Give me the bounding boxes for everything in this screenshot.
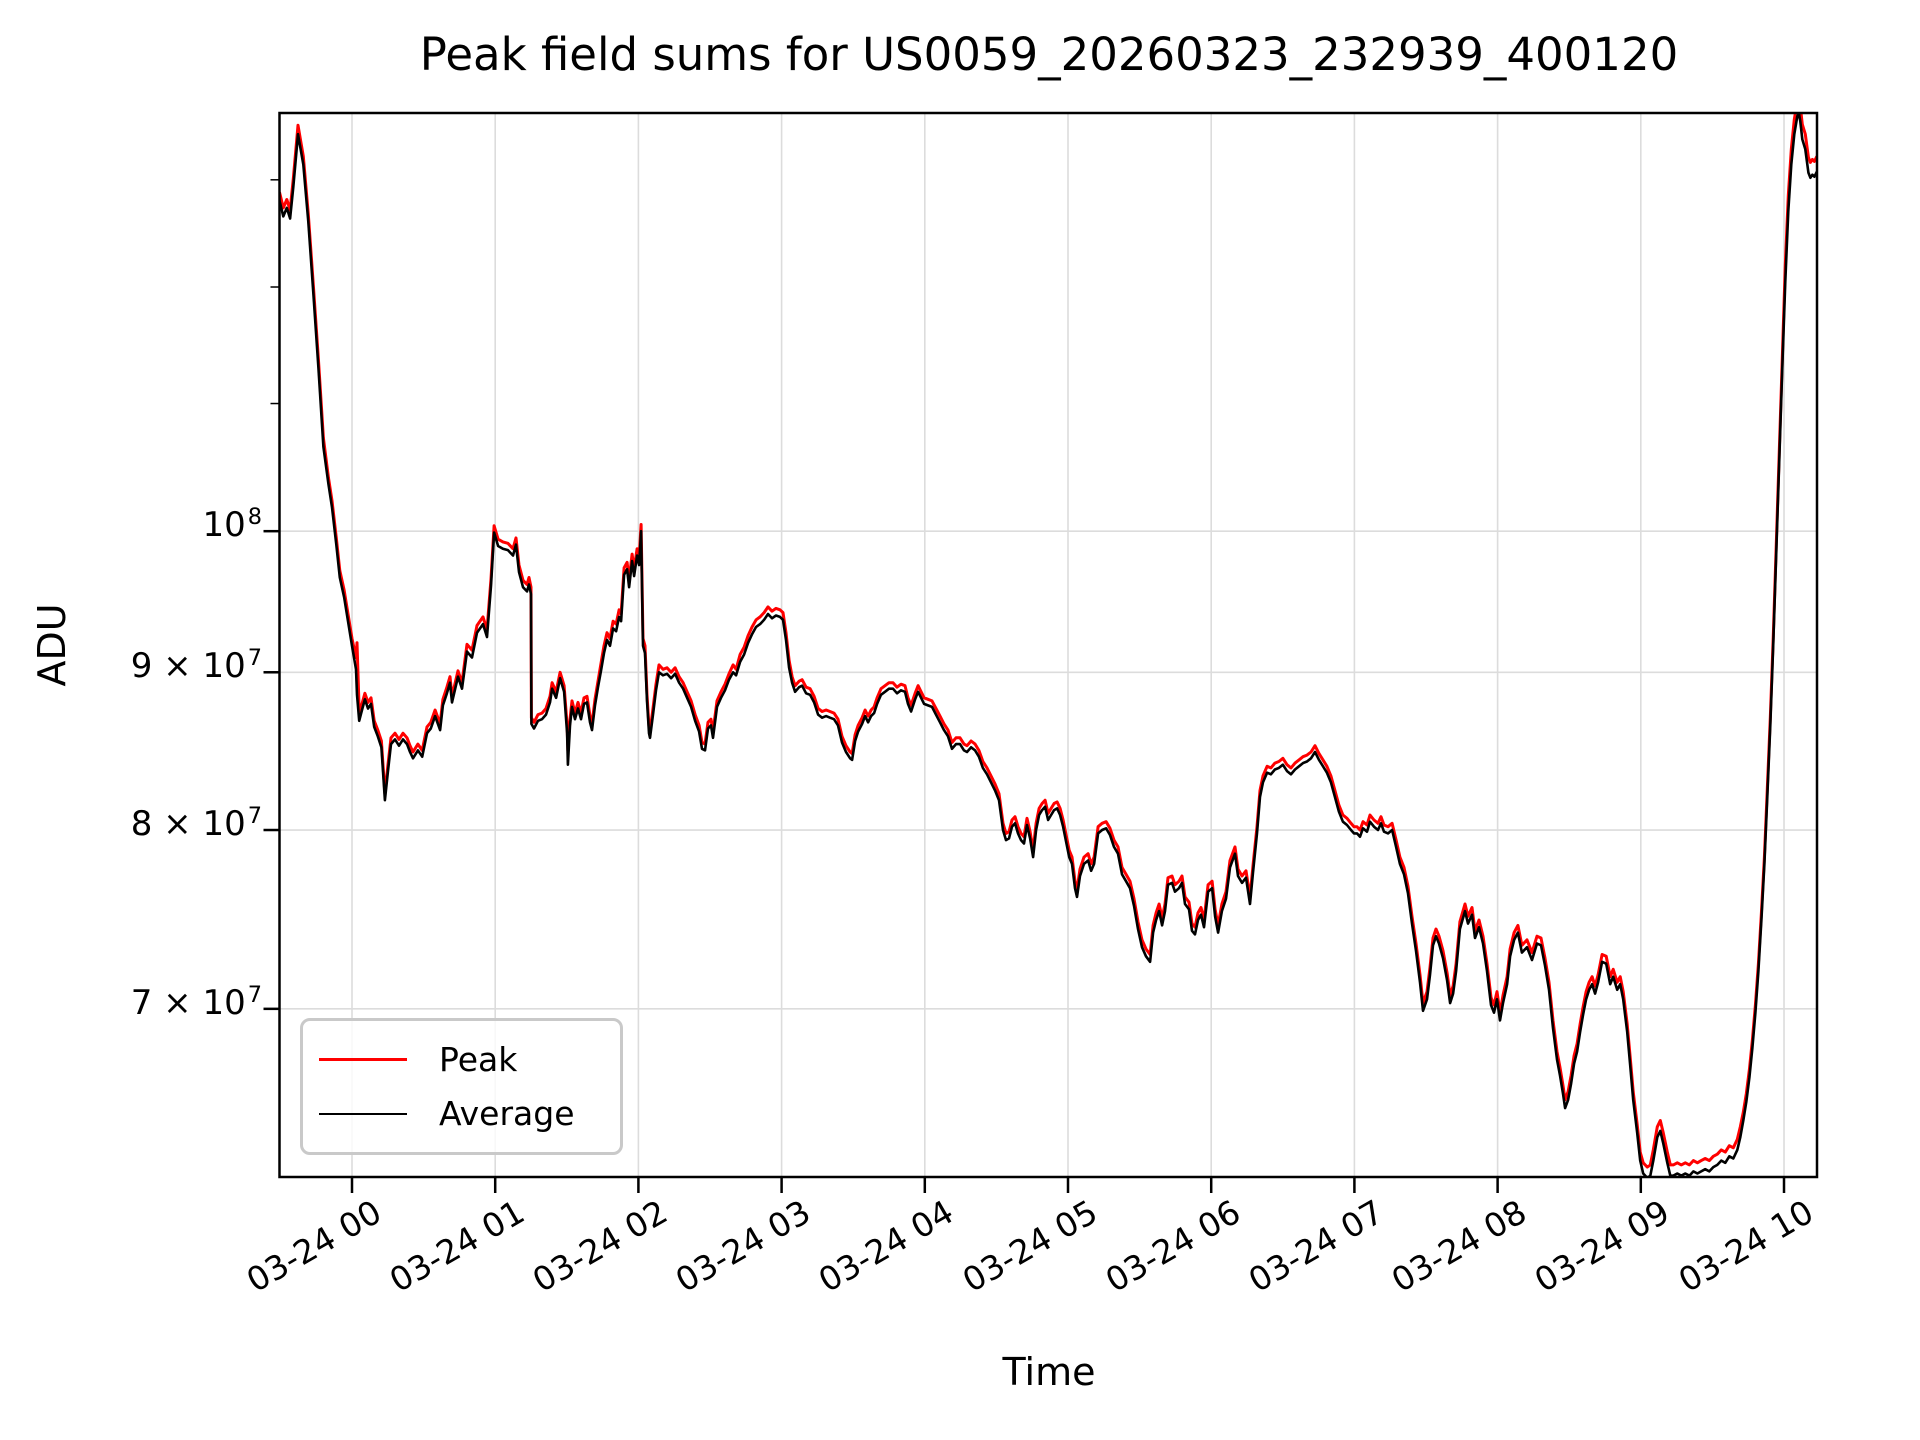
legend-entry: Average	[303, 1094, 620, 1133]
legend-line-swatch	[319, 1112, 407, 1115]
y-tick-exponent: 8	[247, 503, 262, 530]
x-axis-label: Time	[1002, 1350, 1096, 1394]
y-tick-label: 108	[202, 503, 262, 546]
legend: Peak Average	[300, 1018, 623, 1155]
axes-spines	[278, 111, 1819, 1179]
chart-title: Peak field sums for US0059_20260323_2329…	[419, 28, 1679, 81]
y-tick-exponent: 7	[247, 802, 262, 829]
legend-label: Average	[439, 1094, 575, 1133]
y-tick-label: 9 × 107	[130, 644, 262, 687]
series-line-average	[279, 113, 1817, 1177]
y-tick-label: 7 × 107	[130, 981, 262, 1023]
y-tick-exponent: 7	[247, 644, 262, 671]
legend-label: Peak	[439, 1040, 518, 1079]
legend-line-swatch	[319, 1058, 407, 1061]
y-tick-label: 8 × 107	[130, 802, 262, 844]
y-axis-label: ADU	[30, 603, 74, 687]
series-line-peak	[279, 113, 1817, 1169]
y-tick-exponent: 7	[247, 981, 262, 1008]
legend-entry: Peak	[303, 1040, 620, 1079]
